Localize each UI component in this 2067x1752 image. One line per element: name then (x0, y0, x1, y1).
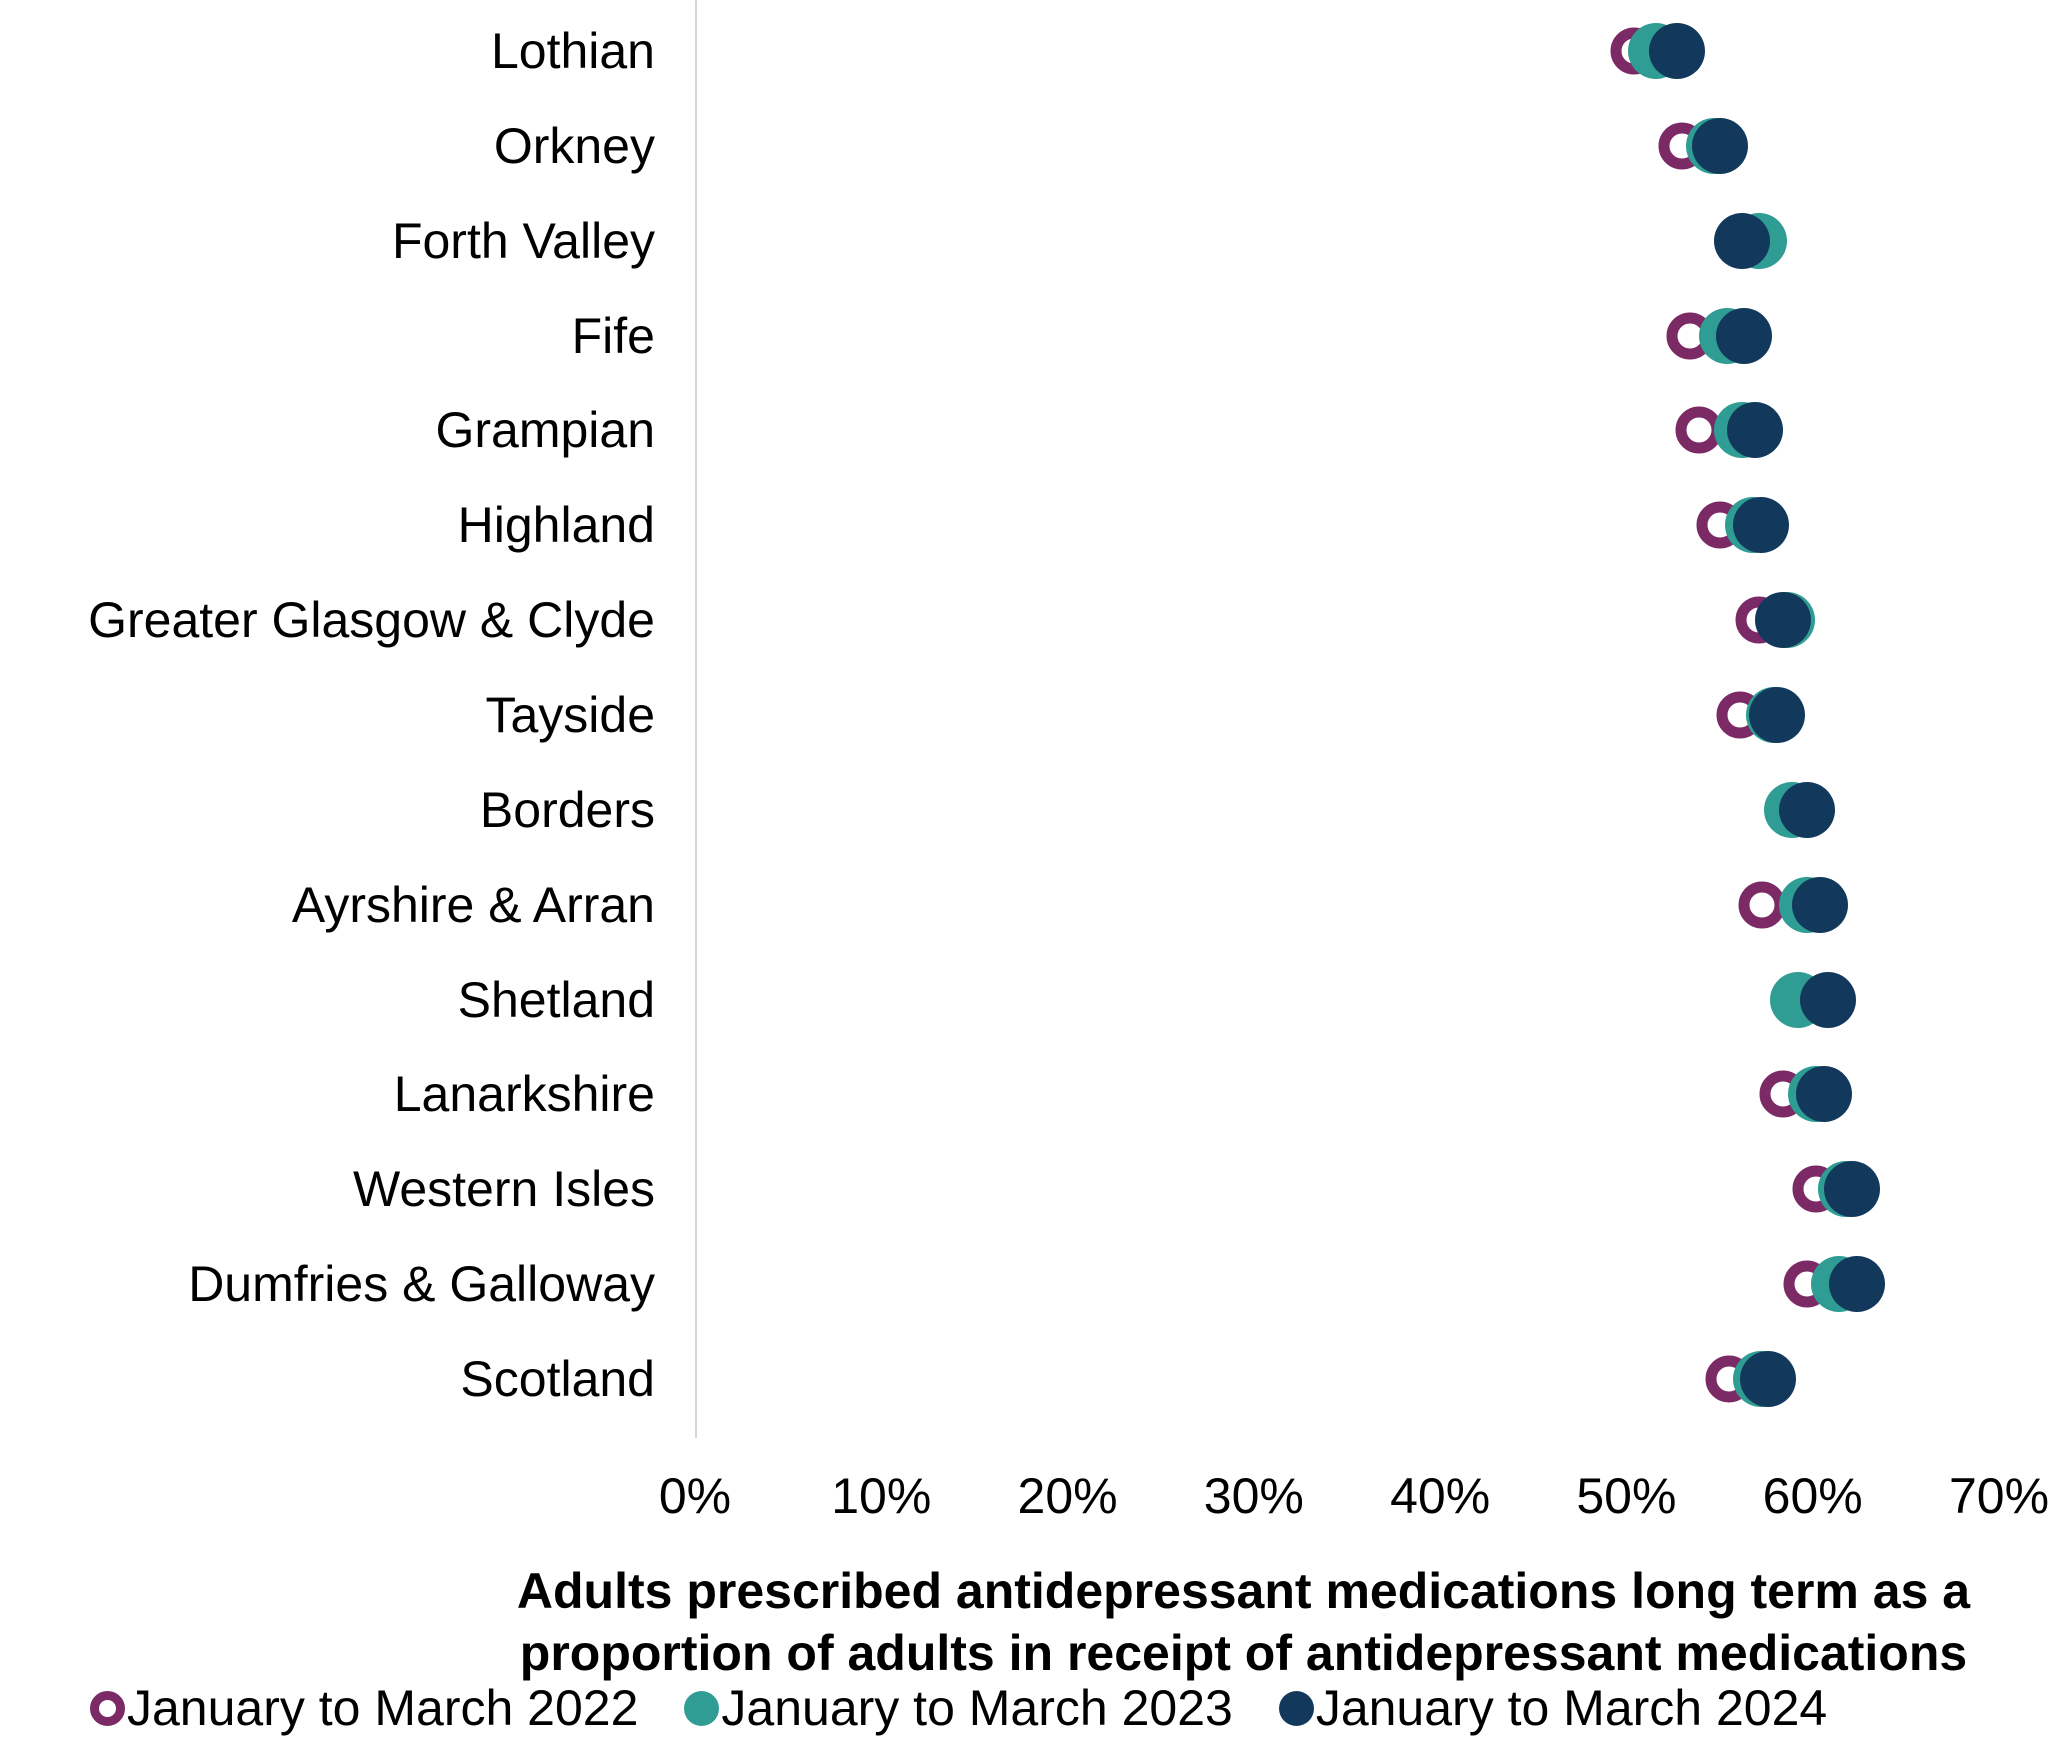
legend-label-2022: January to March 2022 (127, 1680, 639, 1736)
data-point (1779, 781, 1836, 838)
x-tick-label: 40% (1390, 1468, 1491, 1524)
x-tick-label: 20% (1017, 1468, 1118, 1524)
x-tick-label: 50% (1576, 1468, 1677, 1524)
data-point (1648, 23, 1705, 79)
data-point (1823, 1161, 1880, 1218)
data-point (1740, 1350, 1796, 1407)
x-tick-label: 10% (831, 1468, 932, 1524)
y-axis-line (695, 0, 697, 1438)
data-point (1795, 1066, 1852, 1123)
category-label: Ayrshire & Arran (291, 876, 655, 933)
data-point (1749, 686, 1806, 743)
category-label: Scotland (460, 1350, 655, 1407)
filled-circle-icon (1278, 1690, 1314, 1726)
category-label: Highland (457, 497, 655, 554)
data-point (1726, 402, 1783, 459)
x-axis-title-line2: proportion of adults in receipt of antid… (519, 1625, 1968, 1681)
filled-circle-icon (684, 1690, 720, 1726)
data-point (1691, 117, 1748, 174)
legend-item-2024: January to March 2024 (1278, 1676, 1828, 1740)
legend-label-2023: January to March 2023 (721, 1680, 1233, 1736)
legend-label-2024: January to March 2024 (1315, 1680, 1828, 1736)
data-point (1799, 971, 1856, 1028)
legend-item-2023: January to March 2023 (684, 1676, 1233, 1740)
category-label: Lothian (490, 23, 655, 79)
category-label: Grampian (435, 402, 655, 459)
category-label: Dumfries & Galloway (188, 1256, 655, 1313)
x-axis-title: Adults prescribed antidepressant medicat… (420, 1560, 2067, 1684)
category-label: Borders (479, 781, 655, 838)
legend: January to March 2022 January to March 2… (90, 1676, 1827, 1740)
data-point (1715, 307, 1772, 364)
x-tick-label: 30% (1203, 1468, 1304, 1524)
data-point (1754, 592, 1811, 649)
category-label: Orkney (493, 117, 655, 174)
x-tick-label: 60% (1762, 1468, 1863, 1524)
category-label: Tayside (485, 686, 655, 743)
legend-item-2022: January to March 2022 (90, 1676, 638, 1740)
open-circle-icon (90, 1690, 125, 1726)
data-point (1792, 876, 1849, 933)
data-point (1713, 212, 1770, 269)
category-label: Western Isles (353, 1161, 655, 1218)
data-point (1829, 1256, 1886, 1313)
x-tick-label: 0% (658, 1468, 732, 1524)
category-label: Forth Valley (391, 212, 655, 269)
category-label: Lanarkshire (393, 1066, 655, 1123)
x-axis-title-line1: Adults prescribed antidepressant medicat… (516, 1563, 1971, 1619)
category-label: Shetland (457, 971, 655, 1028)
x-tick-label: 70% (1948, 1468, 2050, 1524)
category-label: Greater Glasgow & Clyde (88, 592, 655, 649)
category-label: Fife (571, 307, 655, 364)
data-point (1732, 497, 1789, 554)
